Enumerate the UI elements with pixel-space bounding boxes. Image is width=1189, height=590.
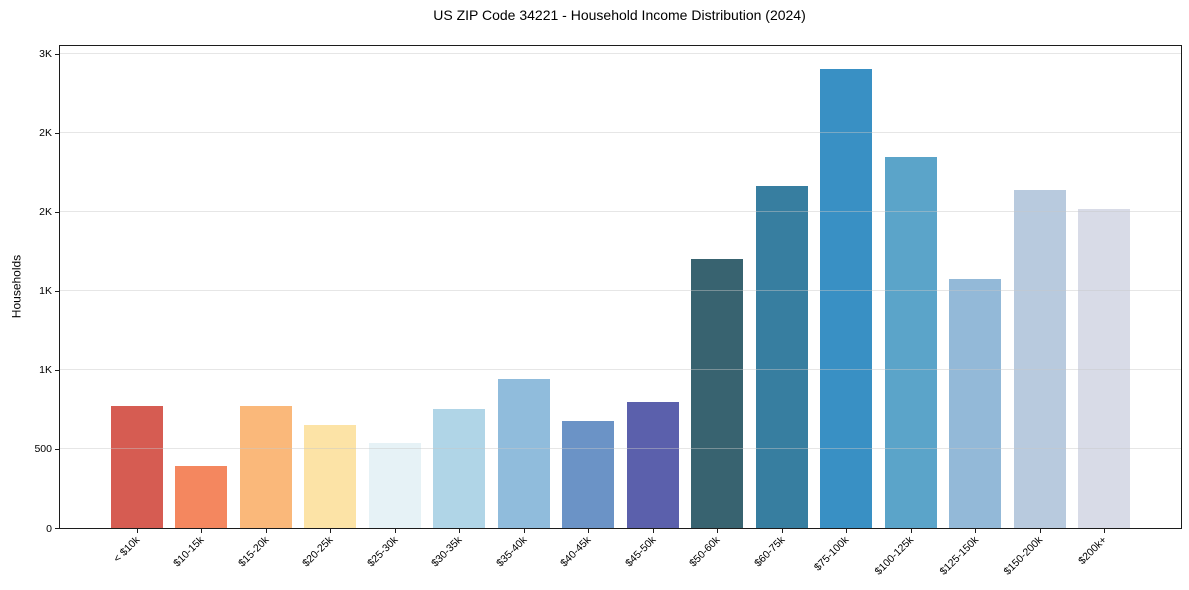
bar-$25-30k <box>368 442 421 528</box>
x-tick <box>394 529 396 533</box>
bar-$125-150k <box>949 279 1002 528</box>
x-tick <box>330 529 332 533</box>
x-tick <box>201 529 203 533</box>
x-tick-label: $45-50k <box>622 534 659 570</box>
bar-$35-40k <box>497 379 550 528</box>
bar-< $10k <box>110 405 163 528</box>
gridline-2K <box>60 132 1181 134</box>
y-tick-label: 1K <box>39 285 52 298</box>
x-tick-label: $10-15k <box>171 534 207 570</box>
plot-area: 0 500 1K 1K 2K 2K 3K < $10k $10-15k $15-20k $20-25… <box>34 45 1182 578</box>
x-tick-label: $50-60k <box>687 534 723 570</box>
x-tick <box>975 529 977 533</box>
x-tick-label: $150-200k <box>1001 534 1046 578</box>
bar-$15-20k <box>239 405 292 528</box>
x-tick <box>846 529 848 533</box>
y-tick <box>55 448 59 450</box>
y-tick <box>55 528 59 529</box>
x-tick-label: $20-25k <box>300 534 336 570</box>
x-tick-label: $35-40k <box>493 534 530 570</box>
y-tick <box>55 369 59 371</box>
y-tick-label: 2K <box>39 127 52 140</box>
x-tick-label: < $10k <box>111 534 143 565</box>
y-tick-label: 0 <box>46 522 52 535</box>
bar-$200k+ <box>1078 208 1131 528</box>
y-tick <box>55 53 59 55</box>
bar-$75-100k <box>820 68 873 528</box>
x-tick-label: $75-100k <box>812 534 852 574</box>
x-tick-label: $125-150k <box>937 534 981 578</box>
y-tick-label: 1K <box>39 364 52 377</box>
gridline-3K <box>60 53 1181 55</box>
bar-$10-15k <box>175 465 228 528</box>
x-tick-label: $30-35k <box>429 534 465 570</box>
bar-$30-35k <box>433 408 486 528</box>
x-tick <box>652 529 654 533</box>
x-tick <box>265 529 267 533</box>
x-tick <box>136 529 138 533</box>
x-tick <box>1104 529 1106 533</box>
bar-$50-60k <box>691 258 744 528</box>
x-tick <box>910 529 912 533</box>
bar-$45-50k <box>626 401 679 528</box>
chart-title: US ZIP Code 34221 - Household Income Dis… <box>433 7 806 23</box>
x-tick <box>717 529 719 533</box>
x-tick-label: $40-45k <box>558 534 594 570</box>
gridline-500 <box>60 448 1181 450</box>
x-tick-label: $200k+ <box>1076 534 1110 568</box>
x-tick-label: $100-125k <box>872 534 917 578</box>
bar-$20-25k <box>304 424 357 528</box>
x-tick <box>588 529 590 533</box>
x-tick <box>523 529 525 533</box>
x-tick-label: $60-75k <box>751 534 788 570</box>
bar-$100-125k <box>884 157 937 528</box>
y-tick-label: 500 <box>34 443 52 456</box>
bar-$150-200k <box>1013 189 1066 528</box>
y-tick <box>55 290 59 292</box>
y-tick-label: 3K <box>39 48 52 61</box>
x-tick-label: $15-20k <box>235 534 272 570</box>
x-tick-label: $25-30k <box>364 534 401 570</box>
y-tick <box>55 132 59 134</box>
x-tick <box>459 529 461 533</box>
gridline-1K <box>60 290 1181 292</box>
bar-$40-45k <box>562 421 615 528</box>
gridline-2K <box>60 211 1181 213</box>
x-tick <box>1039 529 1041 533</box>
bar-$60-75k <box>755 185 808 528</box>
gridline-1K <box>60 369 1181 371</box>
x-tick <box>781 529 783 533</box>
y-tick-label: 2K <box>39 206 52 219</box>
y-tick <box>55 211 59 213</box>
